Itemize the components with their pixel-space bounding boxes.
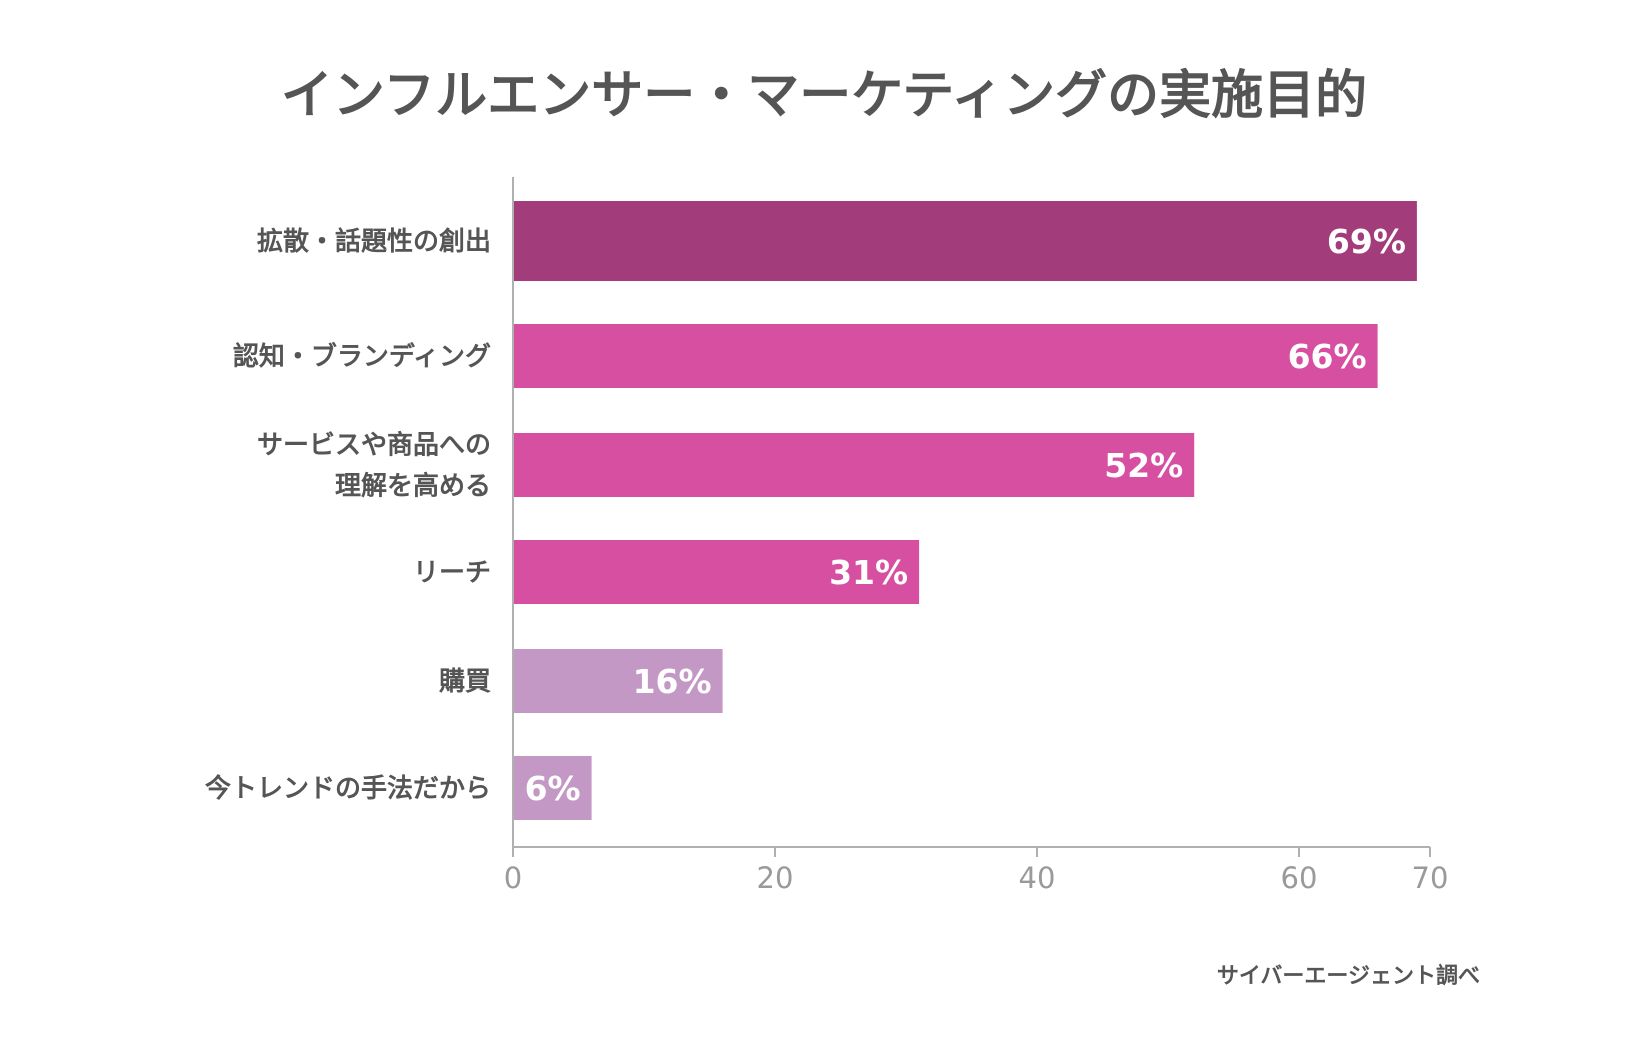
value-label-6: 6%: [525, 769, 581, 808]
bars-layer: 69% 66% 52% 31% 16% 6%: [513, 201, 1417, 820]
bar-1: [513, 201, 1417, 281]
value-label-4: 31%: [829, 553, 908, 592]
value-label-5: 16%: [633, 662, 712, 701]
category-label-4: リーチ: [413, 558, 491, 588]
category-label-1: 拡散・話題性の創出: [257, 226, 491, 257]
x-tick-label-20: 20: [757, 861, 794, 895]
x-tick-label-0: 0: [504, 861, 522, 895]
axes-layer: 0 20 40 60 70: [504, 177, 1449, 895]
bar-5: [513, 649, 723, 713]
value-label-1: 69%: [1327, 222, 1406, 261]
category-label-6: 今トレンドの手法だから: [205, 773, 491, 804]
x-tick-label-70: 70: [1412, 861, 1449, 895]
category-label-3-line-1: サービスや商品への: [257, 430, 491, 461]
category-label-3-line-2: 理解を高める: [335, 471, 491, 502]
x-tick-label-40: 40: [1019, 861, 1056, 895]
category-labels-layer: 拡散・話題性の創出認知・ブランディングサービスや商品への理解を高めるリーチ購買今…: [205, 226, 491, 804]
category-label-2: 認知・ブランディング: [233, 341, 491, 372]
bar-3: [513, 433, 1195, 497]
source-note: サイバーエージェント調べ: [1217, 963, 1480, 989]
bar-2: [513, 324, 1378, 388]
bar-4: [513, 540, 920, 604]
bar-6: [513, 756, 592, 820]
category-label-5: 購買: [439, 667, 491, 697]
x-tick-label-60: 60: [1281, 861, 1318, 895]
value-label-3: 52%: [1104, 446, 1183, 485]
chart-title: インフルエンサー・マーケティングの実施目的: [281, 66, 1367, 126]
value-label-2: 66%: [1288, 337, 1367, 376]
